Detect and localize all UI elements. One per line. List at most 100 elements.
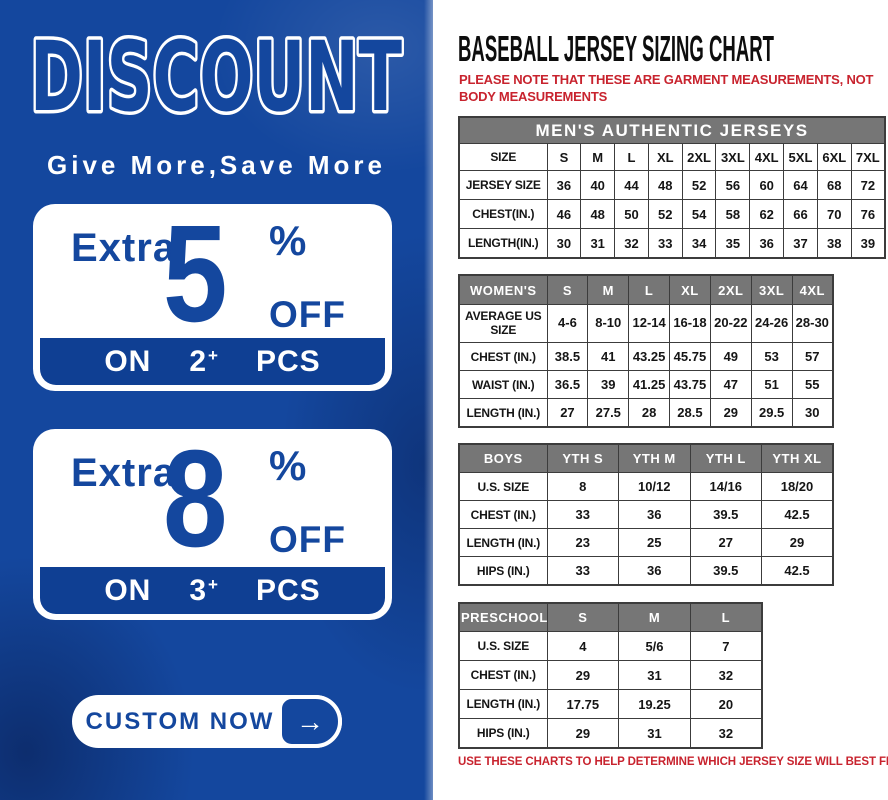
header-cell: M	[587, 274, 630, 306]
value-cell: 30	[791, 398, 834, 428]
value-cell: 32	[614, 228, 649, 259]
value-cell: 54	[681, 199, 717, 230]
value-cell: 33	[546, 500, 619, 530]
table-row: CHEST (IN.) 38.5 41 43.25 45.75 49 53 57	[458, 342, 834, 372]
header-cell: L	[628, 274, 671, 306]
value-cell: 40	[580, 170, 616, 201]
value-cell: 38	[816, 228, 852, 259]
row-label-cell: WAIST (IN.)	[458, 370, 548, 400]
sizing-chart-panel: BASEBALL JERSEY SIZING CHART PLEASE NOTE…	[433, 0, 888, 800]
value-cell: 58	[715, 199, 751, 230]
header-cell: L	[689, 602, 763, 633]
value-cell: 39	[850, 228, 886, 259]
table-row: U.S. SIZE 8 10/12 14/16 18/20	[458, 472, 834, 502]
offer-card-5-percent: Extra 5 % OFF ON 2+ PCS	[33, 204, 392, 391]
value-cell: 34	[681, 228, 717, 259]
value-cell: 36	[546, 170, 582, 201]
percent-sign: %	[269, 217, 307, 264]
discount-value: 5	[163, 204, 228, 351]
header-cell: M	[618, 602, 691, 633]
header-cell: BOYS	[458, 443, 548, 474]
header-cell: PRESCHOOL	[458, 602, 548, 633]
table-row: HIPS (IN.) 33 36 39.5 42.5	[458, 556, 834, 586]
value-cell: 41	[587, 342, 630, 372]
size-table-mens: MEN'S AUTHENTIC JERSEYS SIZE S M L XL 2XL 3XL 4X…	[458, 115, 886, 259]
size-table-preschool: PRESCHOOL S M L U.S. SIZE 4 5/6 7 CHEST (IN.) 29 3…	[458, 601, 763, 749]
row-label-cell: LENGTH (IN.)	[458, 398, 548, 428]
value-cell: 42.5	[761, 500, 834, 530]
value-cell: 12-14	[628, 304, 671, 344]
value-cell: 49	[709, 342, 752, 372]
header-cell: YTH M	[618, 443, 691, 474]
table-banner: MEN'S AUTHENTIC JERSEYS	[458, 116, 886, 145]
value-cell: 16-18	[669, 304, 711, 344]
row-label-cell: U.S. SIZE	[458, 472, 548, 502]
discount-banner-panel: DISCOUNT Give More,Save More Extra 5 % O…	[0, 0, 433, 800]
percent-off-group: % OFF	[269, 217, 346, 334]
table-row: LENGTH(IN.) 30 31 32 33 34 35 36 37 38 39	[458, 228, 886, 259]
value-cell: 6XL	[816, 143, 852, 172]
value-cell: 64	[783, 170, 818, 201]
quantity: 2+	[189, 344, 219, 378]
value-cell: 32	[689, 660, 763, 691]
row-label-cell: CHEST (IN.)	[458, 342, 548, 372]
measurement-note: PLEASE NOTE THAT THESE ARE GARMENT MEASU…	[459, 72, 874, 104]
value-cell: 7XL	[850, 143, 886, 172]
size-table-boys: BOYS YTH S YTH M YTH L YTH XL U.S. SIZE 8 10/12…	[458, 442, 834, 586]
arrow-right-icon: →	[278, 695, 342, 748]
row-label-cell: JERSEY SIZE	[458, 170, 548, 201]
value-cell: 35	[715, 228, 751, 259]
value-cell: 29	[546, 660, 620, 691]
row-label-cell: CHEST (IN.)	[458, 660, 548, 691]
on-label: ON	[104, 344, 152, 378]
value-cell: 20	[689, 689, 763, 720]
value-cell: 5XL	[783, 143, 818, 172]
header-cell: 4XL	[791, 274, 834, 306]
discount-value: 8	[163, 429, 228, 576]
plus-sign: +	[208, 574, 219, 594]
table-row: WAIST (IN.) 36.5 39 41.25 43.75 47 51 55	[458, 370, 834, 400]
row-label-cell: U.S. SIZE	[458, 631, 548, 662]
table-row: LENGTH (IN.) 17.75 19.25 20	[458, 689, 763, 720]
value-cell: 5/6	[618, 631, 691, 662]
value-cell: 10/12	[618, 472, 691, 502]
value-cell: 28-30	[791, 304, 834, 344]
row-label-cell: LENGTH(IN.)	[458, 228, 548, 259]
value-cell: 39.5	[689, 556, 762, 586]
value-cell: 57	[791, 342, 834, 372]
value-cell: 29	[761, 528, 834, 558]
value-cell: 24-26	[750, 304, 793, 344]
table-row: LENGTH (IN.) 27 27.5 28 28.5 29 29.5 30	[458, 398, 834, 428]
table-row: AVERAGE US SIZE 4-6 8-10 12-14 16-18 20-22 24-…	[458, 304, 834, 344]
value-cell: 4XL	[749, 143, 785, 172]
value-cell: 31	[580, 228, 616, 259]
offer-condition-bar: ON 2+ PCS	[40, 338, 385, 385]
value-cell: 41.25	[628, 370, 671, 400]
value-cell: 28	[628, 398, 671, 428]
value-cell: 8-10	[587, 304, 630, 344]
size-tables-container: MEN'S AUTHENTIC JERSEYS SIZE S M L XL 2XL 3XL 4X…	[458, 115, 888, 749]
value-cell: 20-22	[709, 304, 752, 344]
value-cell: 48	[580, 199, 616, 230]
value-cell: 53	[750, 342, 793, 372]
sizing-chart-title: BASEBALL JERSEY SIZING CHART	[458, 33, 774, 67]
value-cell: 50	[614, 199, 649, 230]
value-cell: 31	[618, 660, 691, 691]
value-cell: 51	[750, 370, 793, 400]
quantity: 3+	[189, 573, 219, 607]
value-cell: 70	[816, 199, 852, 230]
header-cell: WOMEN'S	[458, 274, 548, 306]
header-cell: YTH L	[689, 443, 762, 474]
offer-condition-bar: ON 3+ PCS	[40, 567, 385, 614]
value-cell: 56	[715, 170, 751, 201]
value-cell: 46	[546, 199, 582, 230]
value-cell: 23	[546, 528, 619, 558]
value-cell: 76	[850, 199, 886, 230]
value-cell: 33	[647, 228, 683, 259]
value-cell: 8	[546, 472, 619, 502]
value-cell: 30	[546, 228, 582, 259]
custom-now-button[interactable]: CUSTOM NOW →	[72, 695, 342, 748]
value-cell: 4-6	[546, 304, 589, 344]
row-label-cell: AVERAGE US SIZE	[458, 304, 548, 344]
